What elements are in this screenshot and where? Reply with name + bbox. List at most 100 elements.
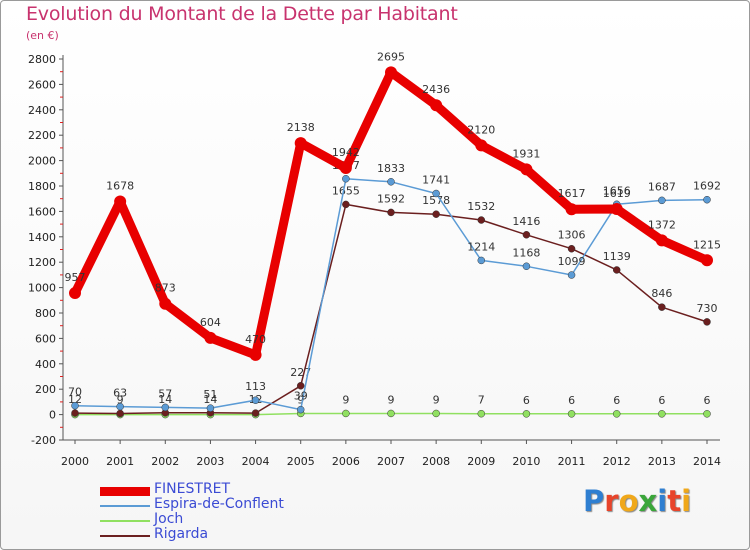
legend-swatch — [100, 486, 150, 496]
data-label-joch: 9 — [297, 393, 304, 406]
data-point-rigarda — [251, 409, 260, 417]
data-point-joch — [522, 410, 531, 418]
x-tick-label: 2004 — [242, 455, 270, 468]
logo-letter: r — [604, 484, 619, 518]
data-label-espira-de-conflent: 1833 — [377, 162, 405, 175]
data-label-rigarda: 1592 — [377, 192, 405, 205]
data-label-finestret: 2138 — [287, 121, 315, 134]
data-point-espira-de-conflent — [522, 262, 531, 271]
x-tick-label: 2013 — [648, 455, 676, 468]
data-label-rigarda: 1306 — [558, 229, 586, 242]
legend-swatch — [100, 520, 150, 522]
data-label-finestret: 1619 — [603, 187, 631, 200]
x-tick-label: 2010 — [512, 455, 540, 468]
data-label-rigarda: 9 — [117, 393, 124, 406]
x-tick-label: 2000 — [61, 455, 89, 468]
data-point-rigarda — [71, 409, 79, 417]
logo-letter: x — [638, 484, 658, 518]
data-label-joch: 6 — [658, 394, 665, 407]
legend-item: Rigarda — [100, 526, 380, 544]
y-tick-label: 600 — [35, 332, 56, 345]
data-point-rigarda — [387, 208, 395, 217]
x-tick-label: 2005 — [287, 455, 315, 468]
data-label-espira-de-conflent: 1741 — [422, 173, 450, 186]
data-point-finestret — [655, 234, 668, 247]
x-tick-label: 2002 — [151, 455, 179, 468]
data-label-rigarda: 227 — [290, 366, 311, 379]
data-label-rigarda: 1416 — [512, 215, 540, 228]
data-point-rigarda — [567, 244, 576, 253]
data-point-finestret — [249, 348, 262, 361]
data-point-finestret — [385, 66, 397, 79]
data-point-rigarda — [342, 200, 350, 209]
legend-label: Rigarda — [154, 526, 209, 542]
legend-item: Joch — [100, 511, 380, 529]
data-label-joch: 9 — [388, 393, 395, 406]
y-tick-label: 2400 — [28, 104, 56, 117]
data-label-rigarda: 1532 — [467, 200, 495, 213]
data-label-joch: 6 — [704, 394, 711, 407]
data-label-espira-de-conflent: 1168 — [512, 246, 540, 259]
data-point-joch — [612, 410, 621, 418]
data-label-espira-de-conflent: 113 — [245, 380, 266, 393]
y-tick-label: 2000 — [28, 155, 56, 168]
data-label-rigarda: 1655 — [332, 184, 360, 197]
logo-letter: t — [667, 484, 682, 518]
data-point-joch — [567, 410, 576, 418]
y-tick-label: 2600 — [28, 78, 56, 91]
y-tick-label: 2800 — [28, 53, 56, 66]
data-point-finestret — [475, 139, 488, 152]
data-point-finestret — [114, 195, 127, 208]
y-tick-label: 800 — [35, 307, 56, 320]
data-point-espira-de-conflent — [161, 403, 170, 412]
data-point-joch — [703, 410, 711, 418]
data-point-rigarda — [477, 216, 486, 224]
data-label-rigarda: 14 — [203, 393, 217, 406]
data-label-joch: 6 — [523, 394, 530, 407]
x-tick-label: 2008 — [422, 455, 450, 468]
data-label-finestret: 2695 — [377, 50, 405, 63]
data-point-finestret — [339, 161, 352, 174]
x-tick-label: 2014 — [693, 455, 721, 468]
legend-swatch — [100, 505, 150, 507]
x-tick-label: 2001 — [106, 455, 134, 468]
data-point-finestret — [204, 331, 217, 344]
logo-letter: i — [657, 484, 668, 518]
data-label-finestret: 2436 — [422, 83, 450, 96]
data-label-rigarda: 846 — [651, 287, 672, 300]
data-label-finestret: 1215 — [693, 238, 721, 251]
y-tick-label: 200 — [35, 383, 56, 396]
logo-letter: o — [618, 484, 639, 518]
data-point-rigarda — [522, 231, 531, 239]
data-label-finestret: 1931 — [512, 147, 540, 160]
data-label-espira-de-conflent: 1099 — [558, 255, 586, 268]
data-point-finestret — [701, 254, 713, 267]
data-label-espira-de-conflent: 63 — [113, 387, 127, 400]
data-label-rigarda: 730 — [697, 302, 718, 315]
data-label-espira-de-conflent: 1692 — [693, 180, 721, 193]
data-label-finestret: 957 — [65, 271, 86, 284]
proxiti-logo: Proxiti — [583, 484, 691, 518]
y-tick-label: 1400 — [28, 231, 56, 244]
data-label-espira-de-conflent: 39 — [294, 390, 308, 403]
data-label-espira-de-conflent: 1687 — [648, 180, 676, 193]
data-point-joch — [658, 410, 666, 418]
y-tick-label: 2200 — [28, 129, 56, 142]
y-tick-label: 400 — [35, 358, 56, 371]
data-point-rigarda — [658, 303, 666, 311]
chart-title: Evolution du Montant de la Dette par Hab… — [26, 3, 458, 25]
x-tick-label: 2006 — [332, 455, 360, 468]
data-point-finestret — [610, 202, 623, 215]
legend-swatch — [100, 535, 150, 537]
data-label-espira-de-conflent: 1656 — [603, 184, 631, 197]
data-point-finestret — [565, 203, 578, 216]
data-point-joch — [387, 409, 395, 418]
data-point-espira-de-conflent — [567, 271, 576, 279]
data-point-espira-de-conflent — [432, 189, 440, 198]
y-tick-label: 1600 — [28, 205, 56, 218]
data-point-rigarda — [703, 318, 711, 326]
y-tick-label: 0 — [49, 409, 56, 422]
data-point-finestret — [69, 287, 81, 300]
data-label-espira-de-conflent: 51 — [203, 388, 217, 401]
